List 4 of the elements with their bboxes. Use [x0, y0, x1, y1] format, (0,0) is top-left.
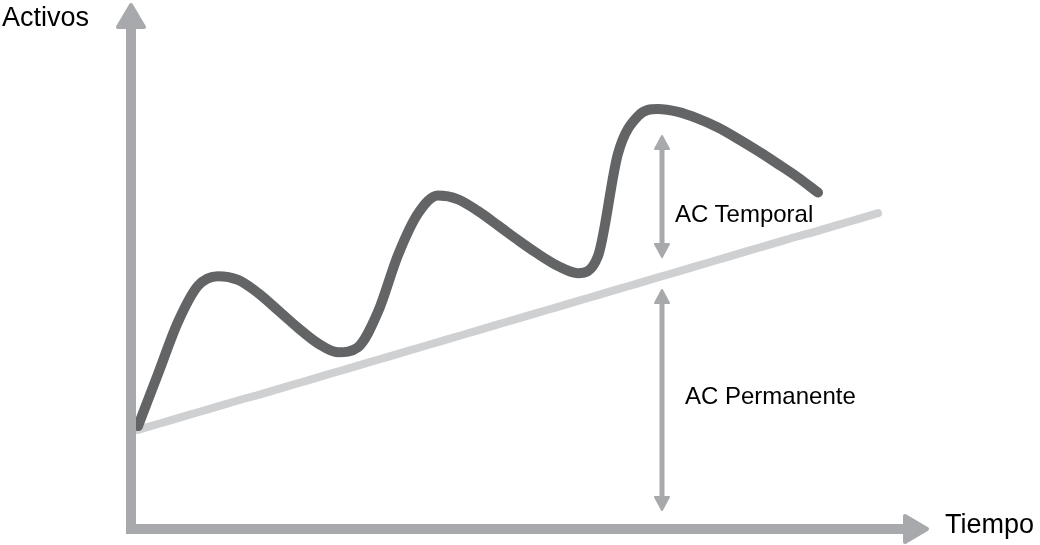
annotation: AC Temporal — [675, 200, 814, 227]
x-axis-title: Tiempo — [945, 509, 1035, 539]
y-axis-title: Activos — [2, 2, 90, 32]
annotation: AC Permanente — [685, 382, 856, 409]
